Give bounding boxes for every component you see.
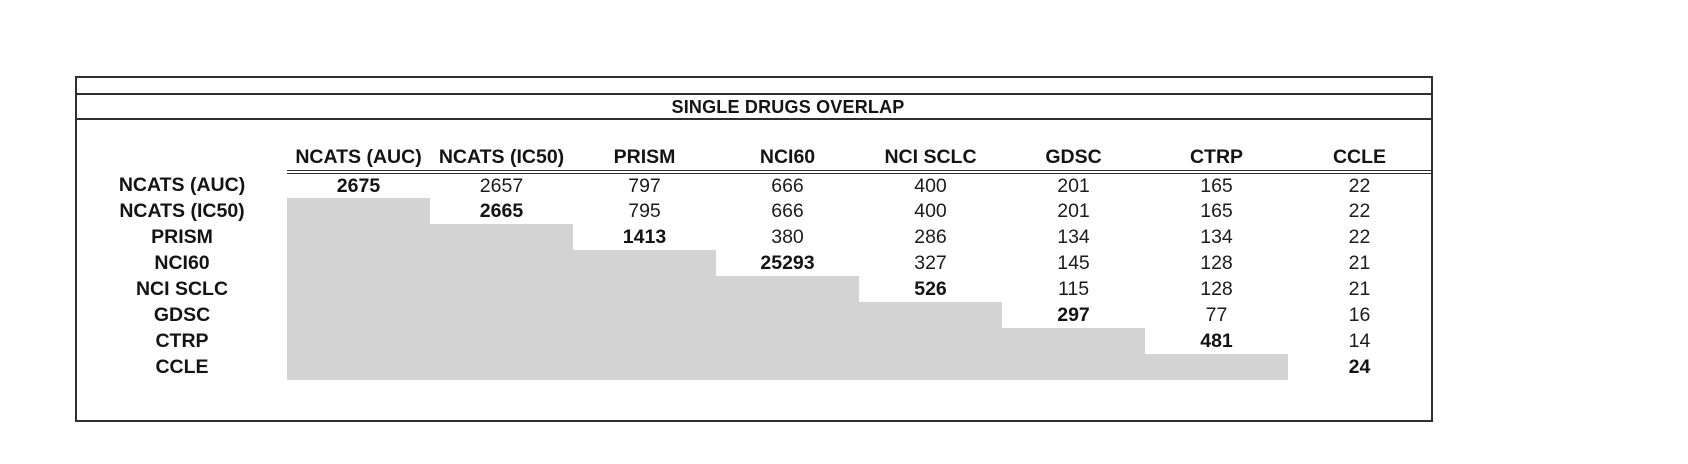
overlap-table-panel: SINGLE DRUGS OVERLAP NCATS (AUC) NCATS (I… (75, 76, 1433, 422)
column-header: CCLE (1288, 146, 1431, 174)
matrix-body: NCATS (AUC) 2675 2657 797 666 400 201 165 22 NCAT… (77, 172, 1431, 380)
matrix-cell (1002, 354, 1145, 380)
matrix-cell (1145, 354, 1288, 380)
row-label: CCLE (155, 355, 209, 378)
matrix-cell: 2675 (336, 174, 381, 197)
matrix-cell: 297 (1057, 303, 1090, 326)
matrix-cell: 526 (914, 277, 947, 300)
matrix-cell (430, 354, 573, 380)
column-header: CTRP (1145, 146, 1288, 174)
matrix-cell: 795 (628, 199, 661, 222)
matrix-cell: 14 (1348, 329, 1371, 352)
matrix-cell: 2665 (479, 199, 524, 222)
row-label: NCI SCLC (135, 277, 229, 300)
matrix-cell (716, 276, 859, 302)
matrix-cell (573, 354, 716, 380)
matrix-cell (859, 354, 1002, 380)
matrix-cell: 24 (1348, 355, 1371, 378)
row-label: NCI60 (154, 251, 210, 274)
matrix-cell: 481 (1200, 329, 1233, 352)
matrix-cell: 666 (771, 174, 804, 197)
overlap-matrix-table: NCATS (AUC) NCATS (IC50) PRISM NCI60 NCI SCL… (77, 146, 1431, 380)
matrix-corner-cell (77, 146, 287, 172)
row-label: NCATS (AUC) (118, 173, 246, 196)
matrix-cell: 165 (1200, 199, 1233, 222)
matrix-cell (573, 250, 716, 276)
matrix-cell (287, 354, 430, 380)
matrix-cell (859, 302, 1002, 328)
matrix-cell: 666 (771, 199, 804, 222)
matrix-row: CCLE 24 (77, 354, 1431, 380)
matrix-cell (1002, 328, 1145, 354)
matrix-cell: 327 (914, 251, 947, 274)
matrix-cell: 16 (1348, 303, 1371, 326)
column-header: NCI SCLC (859, 146, 1002, 174)
matrix-cell: 797 (628, 174, 661, 197)
matrix-cell: 286 (914, 225, 947, 248)
matrix-cell (430, 302, 573, 328)
matrix-cell (287, 250, 430, 276)
matrix-cell: 128 (1200, 277, 1233, 300)
matrix-cell: 22 (1348, 199, 1371, 222)
matrix-cell (287, 224, 430, 250)
row-label: NCATS (IC50) (119, 199, 245, 222)
column-header: NCATS (IC50) (430, 146, 573, 174)
table-title: SINGLE DRUGS OVERLAP (77, 95, 1431, 120)
matrix-cell: 380 (771, 225, 804, 248)
matrix-cell: 2657 (479, 174, 524, 197)
matrix-cell (859, 328, 1002, 354)
column-header: NCATS (AUC) (287, 146, 430, 174)
matrix-row: NCATS (IC50) 2665 795 666 400 201 165 22 (77, 198, 1431, 224)
matrix-cell: 134 (1200, 225, 1233, 248)
matrix-cell: 77 (1205, 303, 1228, 326)
matrix-cell: 21 (1348, 251, 1371, 274)
matrix-cell (287, 276, 430, 302)
matrix-cell (573, 302, 716, 328)
matrix-cell: 25293 (760, 251, 815, 274)
column-header: GDSC (1002, 146, 1145, 174)
column-header: PRISM (573, 146, 716, 174)
matrix-cell: 128 (1200, 251, 1233, 274)
matrix-cell: 145 (1057, 251, 1090, 274)
matrix-row: GDSC 297 77 16 (77, 302, 1431, 328)
matrix-cell (430, 224, 573, 250)
matrix-row: NCATS (AUC) 2675 2657 797 666 400 201 165 22 (77, 172, 1431, 198)
matrix-cell (430, 250, 573, 276)
matrix-row: NCI SCLC 526 115 128 21 (77, 276, 1431, 302)
matrix-cell: 22 (1348, 225, 1371, 248)
table-top-spacer-row (77, 78, 1431, 95)
matrix-cell: 1413 (622, 225, 667, 248)
matrix-cell (716, 354, 859, 380)
matrix-cell: 115 (1057, 277, 1090, 300)
matrix-cell (430, 276, 573, 302)
matrix-row: CTRP 481 14 (77, 328, 1431, 354)
matrix-cell (573, 328, 716, 354)
matrix-cell (287, 198, 430, 224)
matrix-cell: 21 (1348, 277, 1371, 300)
matrix-cell: 400 (914, 174, 947, 197)
row-label: PRISM (151, 225, 213, 248)
matrix-cell (430, 328, 573, 354)
matrix-cell: 165 (1200, 174, 1233, 197)
matrix-cell (716, 328, 859, 354)
matrix-cell (287, 302, 430, 328)
matrix-header: NCATS (AUC) NCATS (IC50) PRISM NCI60 NCI SCL… (77, 146, 1431, 174)
matrix-row: PRISM 1413 380 286 134 134 22 (77, 224, 1431, 250)
matrix-cell: 201 (1057, 174, 1090, 197)
matrix-cell: 134 (1057, 225, 1090, 248)
matrix-header-row: NCATS (AUC) NCATS (IC50) PRISM NCI60 NCI SCL… (77, 146, 1431, 174)
matrix-cell: 400 (914, 199, 947, 222)
matrix-cell: 201 (1057, 199, 1090, 222)
row-label: GDSC (153, 303, 211, 326)
matrix-cell (287, 328, 430, 354)
matrix-cell (573, 276, 716, 302)
matrix-cell (716, 302, 859, 328)
row-label: CTRP (155, 329, 209, 352)
column-header: NCI60 (716, 146, 859, 174)
matrix-row: NCI60 25293 327 145 128 21 (77, 250, 1431, 276)
matrix-cell: 22 (1348, 174, 1371, 197)
